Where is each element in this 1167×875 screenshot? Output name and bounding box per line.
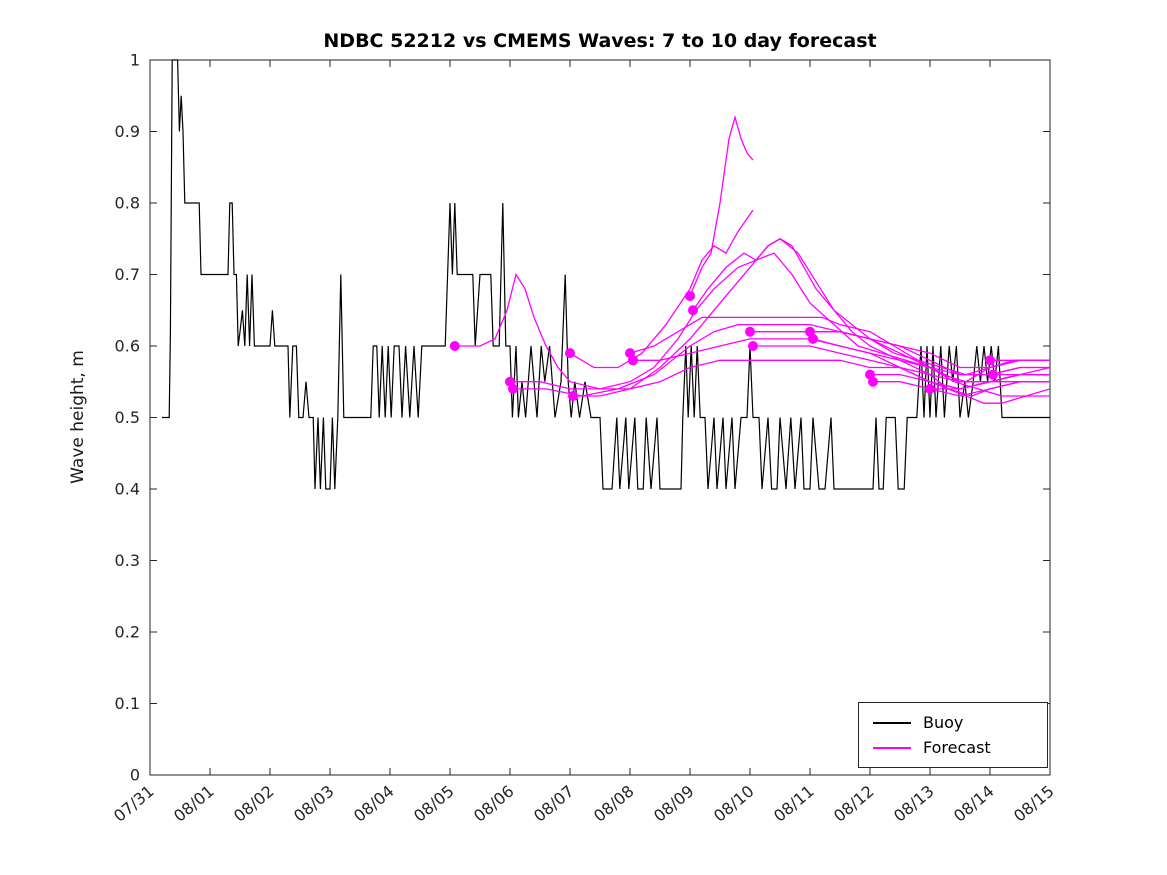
y-tick-label: 0.4: [115, 480, 140, 499]
forecast-line-sample-icon: [873, 746, 911, 749]
y-tick-label: 0.2: [115, 623, 140, 642]
buoy-line-sample-icon: [873, 721, 911, 724]
forecast-line: [629, 316, 1050, 383]
forecast-line: [454, 272, 1050, 390]
y-tick-label: 1: [130, 51, 140, 70]
forecast-line: [513, 323, 1051, 397]
y-tick-label: 0.8: [115, 194, 140, 213]
legend: Buoy Forecast: [858, 702, 1048, 768]
forecast-line: [810, 331, 1050, 369]
x-tick-label: 08/12: [830, 782, 878, 826]
forecast-line: [573, 238, 1050, 404]
y-tick-label: 0.7: [115, 265, 140, 284]
forecast-start-dot: [748, 341, 758, 351]
x-tick-label: 08/04: [350, 782, 398, 826]
x-tick-label: 08/05: [410, 782, 458, 826]
forecast-start-dot: [449, 341, 460, 351]
forecast-line: [689, 114, 754, 297]
forecast-start-dot: [808, 333, 818, 344]
legend-entry-buoy: Buoy: [873, 712, 1047, 732]
legend-label-forecast: Forecast: [923, 737, 991, 757]
y-tick-label: 0: [130, 766, 140, 785]
forecast-start-dot: [868, 376, 878, 387]
x-tick-label: 08/01: [170, 782, 218, 826]
x-tick-label: 08/14: [950, 782, 998, 826]
forecast-line: [993, 366, 1051, 376]
y-tick-label: 0.9: [115, 122, 140, 141]
forecast-line: [692, 238, 1050, 376]
x-tick-label: 08/06: [470, 782, 518, 826]
x-tick-label: 07/31: [110, 782, 158, 826]
y-axis-label: Wave height, m: [68, 350, 88, 484]
x-tick-label: 08/13: [890, 782, 938, 826]
y-tick-label: 0.3: [115, 551, 140, 570]
chart-title: NDBC 52212 vs CMEMS Waves: 7 to 10 day f…: [323, 30, 877, 52]
x-tick-label: 08/03: [290, 782, 338, 826]
forecast-start-dot: [925, 383, 935, 394]
forecast-start-dot: [745, 326, 755, 337]
x-tick-label: 08/09: [650, 782, 698, 826]
forecast-start-dot: [508, 383, 518, 394]
forecast-start-dot: [565, 348, 575, 359]
forecast-start-dot: [568, 391, 578, 402]
forecast-start-dot: [988, 369, 998, 380]
forecast-start-dot: [628, 355, 638, 366]
x-tick-label: 08/08: [590, 782, 638, 826]
y-tick-label: 0.1: [115, 694, 140, 713]
forecast-line: [510, 252, 1050, 390]
forecast-start-dot: [985, 355, 995, 366]
legend-label-buoy: Buoy: [923, 712, 964, 732]
x-tick-label: 08/11: [770, 782, 818, 826]
x-tick-label: 08/10: [710, 782, 758, 826]
legend-entry-forecast: Forecast: [873, 737, 1047, 757]
buoy-line: [162, 59, 1050, 490]
y-tick-label: 0.6: [115, 337, 140, 356]
forecast-line: [569, 209, 754, 369]
x-tick-label: 08/15: [1010, 782, 1058, 826]
forecast-line: [930, 381, 1050, 390]
x-tick-label: 08/02: [230, 782, 278, 826]
y-tick-label: 0.5: [115, 408, 140, 427]
forecast-start-dot: [685, 290, 695, 301]
x-tick-label: 08/07: [530, 782, 578, 826]
forecast-start-dot: [688, 305, 698, 316]
